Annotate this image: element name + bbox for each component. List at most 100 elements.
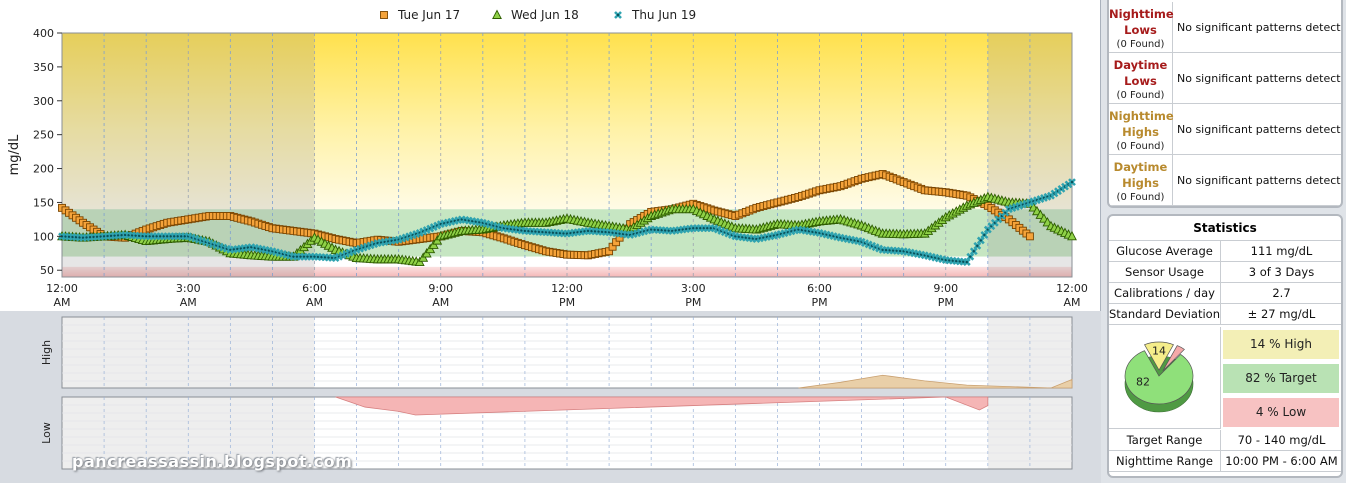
data-point-center [67, 235, 71, 238]
data-point-center [327, 256, 330, 259]
x-tick-label-time: 12:00 [551, 282, 583, 295]
data-point-center [884, 248, 888, 252]
data-point-center [316, 255, 320, 259]
y-tick-label: 100 [33, 230, 54, 243]
data-point-center [972, 250, 976, 253]
data-point-center [692, 227, 695, 230]
pattern-message: No significant patterns detected [1177, 21, 1343, 34]
data-point-center [653, 228, 656, 231]
data-point-center [948, 259, 951, 262]
data-point-center [166, 235, 169, 238]
y-tick-label: 200 [33, 163, 54, 176]
statistics-title: Statistics [1109, 216, 1341, 241]
y-tick-label: 300 [33, 95, 54, 108]
stat-row-label: Sensor Usage [1109, 262, 1221, 283]
data-point-center [232, 248, 236, 251]
data-point-center [530, 230, 534, 233]
low-panel: Low [40, 396, 1073, 470]
pattern-title: Daytime [1113, 58, 1168, 72]
data-point-center [176, 235, 179, 238]
pie-slice [1124, 350, 1194, 405]
data-point-center [102, 235, 106, 238]
data-point-center [688, 227, 691, 230]
data-point [966, 252, 975, 261]
pattern-title: Nighttime [1109, 7, 1174, 21]
stat-row-value: 3 of 3 Days [1248, 265, 1315, 279]
data-point-center [243, 246, 246, 250]
data-point [976, 236, 985, 245]
data-point-center [127, 234, 130, 237]
data-point-center [888, 249, 891, 252]
low-zone [62, 266, 1072, 277]
data-point-center [751, 237, 755, 240]
data-point-center [583, 230, 586, 233]
data-point-center [667, 229, 670, 232]
legend-label: Wed Jun 18 [511, 8, 579, 22]
data-point-center [944, 258, 947, 262]
pattern-title: Nighttime [1109, 109, 1174, 123]
data-point-center [144, 235, 148, 238]
data-point-center [130, 234, 134, 237]
data-point-center [502, 227, 506, 230]
pattern-title-cell: Daytime Highs (0 Found) [1109, 155, 1173, 206]
data-point-center [74, 236, 78, 239]
data-point-center [569, 231, 572, 235]
data-point-center [137, 234, 141, 238]
x-tick-label-time: 6:00 [302, 282, 327, 295]
x-tick-label-ampm: AM [306, 296, 323, 309]
data-point-center [562, 232, 565, 235]
legend-entry: Wed Jun 18 [492, 8, 579, 22]
data-point-center [169, 235, 172, 238]
data-point-center [541, 230, 544, 234]
legend-entry: Tue Jun 17 [380, 8, 460, 22]
data-point-center [520, 229, 523, 232]
data-point-center [320, 255, 323, 259]
x-tick-label-time: 9:00 [933, 282, 958, 295]
data-point-center [523, 229, 527, 233]
data-point-center [611, 231, 614, 234]
pattern-row: Nighttime Highs (0 Found) No significant pa… [1109, 104, 1341, 155]
data-point-center [969, 255, 972, 258]
pattern-found-count: (0 Found) [1116, 39, 1165, 50]
data-point [1067, 230, 1077, 241]
data-point-center [78, 236, 81, 239]
data-point-center [955, 259, 958, 263]
data-point-center [95, 235, 99, 238]
data-point-center [965, 260, 968, 264]
data-point-center [616, 13, 620, 17]
x-tick-label-ampm: AM [432, 296, 449, 309]
x-tick-label-ampm: PM [938, 296, 954, 309]
data-point-center [155, 235, 158, 238]
pattern-title-cell: Nighttime Highs (0 Found) [1109, 104, 1174, 155]
range-row-label: Nighttime Range [1109, 451, 1221, 472]
range-row-value: 10:00 PM - 6:00 AM [1225, 454, 1338, 468]
pattern-row: Daytime Highs (0 Found) No significant patt… [1109, 155, 1341, 206]
pattern-title: Highs [1122, 176, 1159, 190]
data-point-center [544, 231, 548, 234]
data-point-center [1070, 180, 1074, 184]
y-tick-label: 150 [33, 196, 54, 209]
data-point-center [509, 227, 513, 231]
data-point-center [246, 246, 250, 249]
data-point-center [681, 228, 684, 231]
data-point-center [64, 235, 67, 238]
data-point [614, 11, 622, 19]
data-point-center [516, 228, 520, 232]
pie-slice [1144, 341, 1174, 371]
y-tick-label: 400 [33, 27, 54, 40]
data-point [380, 11, 388, 19]
data-point-center [695, 227, 698, 230]
data-point-center [579, 230, 583, 234]
data-point-center [109, 234, 113, 238]
stat-row: Calibrations / day 2.7 [1109, 283, 1341, 304]
pie-slice-label: 14 [1152, 344, 1166, 357]
data-point-center [586, 229, 590, 233]
data-point-center [71, 235, 74, 239]
x-tick-label-time: 3:00 [176, 282, 201, 295]
data-point-center [537, 230, 541, 234]
pattern-found-count: (0 Found) [1116, 141, 1165, 152]
